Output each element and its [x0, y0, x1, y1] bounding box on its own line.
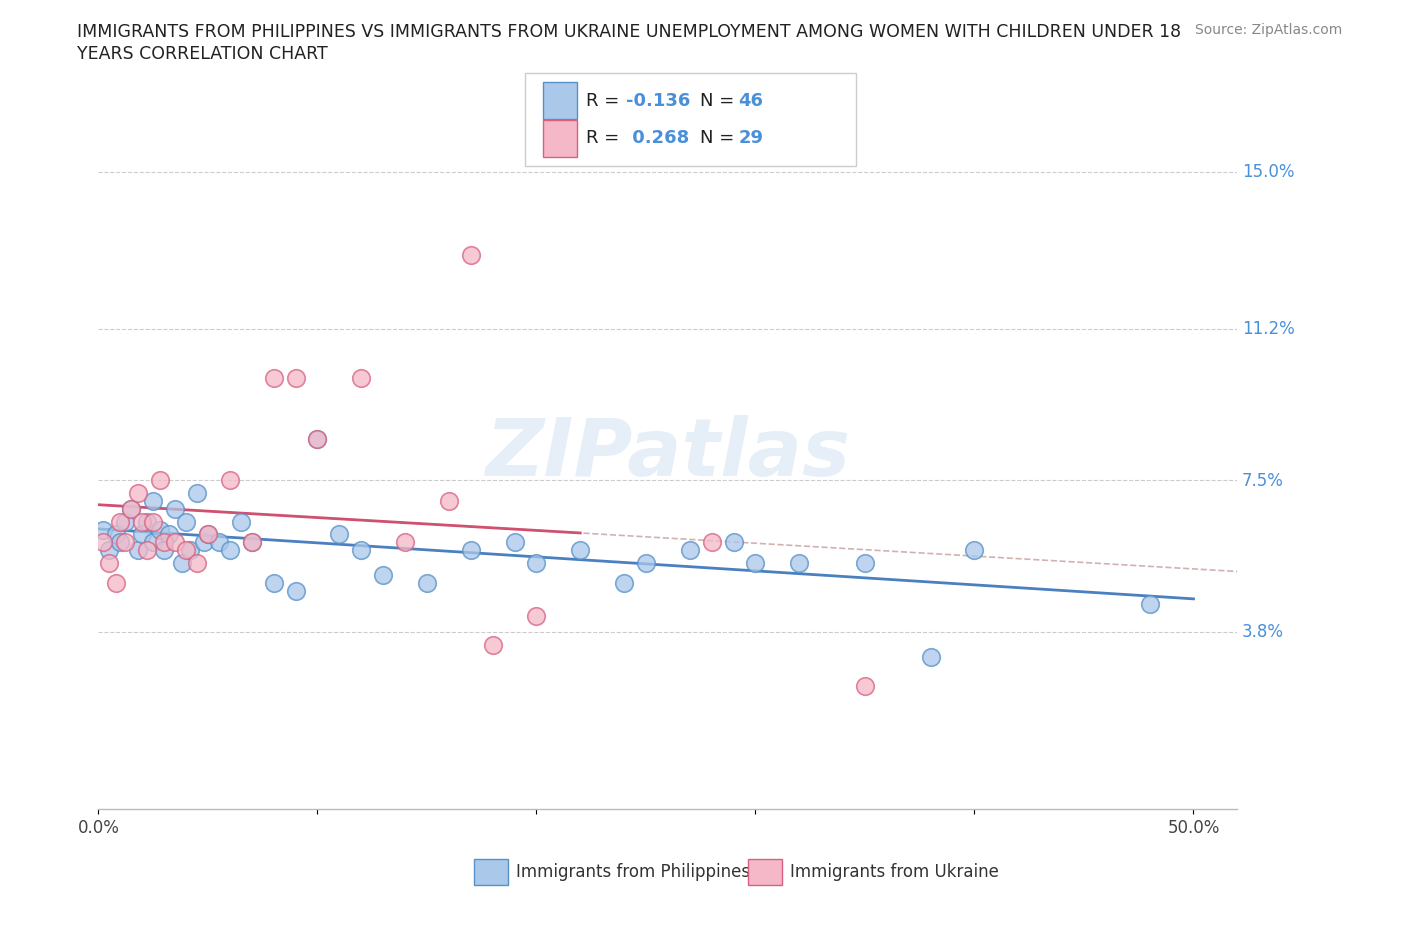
Text: R =: R =: [586, 129, 624, 147]
Point: [153, 543, 176, 558]
Point: [218, 473, 240, 488]
Text: IMMIGRANTS FROM PHILIPPINES VS IMMIGRANTS FROM UKRAINE UNEMPLOYMENT AMONG WOMEN : IMMIGRANTS FROM PHILIPPINES VS IMMIGRANT…: [77, 23, 1181, 41]
Point: [135, 543, 157, 558]
Point: [723, 535, 745, 550]
Point: [963, 543, 986, 558]
Point: [460, 247, 482, 262]
Point: [229, 514, 252, 529]
Point: [307, 432, 329, 446]
Point: [284, 370, 307, 385]
Text: ZIPatlas: ZIPatlas: [485, 415, 851, 493]
Point: [98, 543, 121, 558]
Point: [91, 535, 114, 550]
Text: Immigrants from Philippines: Immigrants from Philippines: [516, 863, 751, 881]
Text: Source: ZipAtlas.com: Source: ZipAtlas.com: [1195, 23, 1343, 37]
Text: 3.8%: 3.8%: [1241, 623, 1284, 642]
Point: [174, 543, 197, 558]
Text: 11.2%: 11.2%: [1241, 320, 1295, 338]
Point: [460, 543, 482, 558]
Text: 15.0%: 15.0%: [1241, 164, 1294, 181]
Point: [104, 526, 127, 541]
Point: [98, 555, 121, 570]
Point: [110, 535, 132, 550]
Point: [503, 535, 526, 550]
Point: [165, 502, 187, 517]
Point: [394, 535, 416, 550]
Point: [284, 584, 307, 599]
FancyBboxPatch shape: [474, 859, 509, 885]
Point: [240, 535, 263, 550]
Point: [114, 514, 136, 529]
Point: [120, 502, 142, 517]
Point: [437, 494, 460, 509]
Text: 0.268: 0.268: [626, 129, 689, 147]
Point: [127, 543, 149, 558]
Point: [179, 543, 201, 558]
Point: [149, 523, 172, 538]
Point: [197, 526, 219, 541]
FancyBboxPatch shape: [543, 120, 576, 157]
Point: [104, 576, 127, 591]
Point: [263, 576, 285, 591]
Point: [131, 514, 153, 529]
Point: [350, 370, 373, 385]
Point: [634, 555, 657, 570]
Text: -0.136: -0.136: [626, 92, 690, 110]
Point: [131, 526, 153, 541]
FancyBboxPatch shape: [543, 83, 576, 119]
Point: [91, 523, 114, 538]
Text: R =: R =: [586, 92, 624, 110]
Point: [120, 502, 142, 517]
Text: N =: N =: [700, 129, 740, 147]
Point: [114, 535, 136, 550]
Point: [416, 576, 439, 591]
Point: [1139, 596, 1161, 611]
Point: [127, 485, 149, 500]
Point: [142, 494, 165, 509]
Point: [350, 543, 373, 558]
Point: [700, 535, 723, 550]
Point: [569, 543, 592, 558]
Point: [853, 555, 876, 570]
Point: [142, 535, 165, 550]
Point: [853, 679, 876, 694]
Point: [787, 555, 810, 570]
Point: [186, 485, 208, 500]
Point: [307, 432, 329, 446]
FancyBboxPatch shape: [526, 73, 856, 166]
Point: [371, 567, 394, 582]
Point: [157, 526, 180, 541]
Point: [744, 555, 766, 570]
Point: [920, 650, 942, 665]
Point: [263, 370, 285, 385]
Point: [526, 555, 548, 570]
Point: [174, 514, 197, 529]
FancyBboxPatch shape: [748, 859, 782, 885]
Point: [526, 608, 548, 623]
Text: 46: 46: [738, 92, 763, 110]
Point: [208, 535, 231, 550]
Point: [197, 526, 219, 541]
Point: [193, 535, 215, 550]
Point: [165, 535, 187, 550]
Point: [110, 514, 132, 529]
Point: [153, 535, 176, 550]
Point: [328, 526, 350, 541]
Point: [149, 473, 172, 488]
Point: [679, 543, 702, 558]
Text: N =: N =: [700, 92, 740, 110]
Text: 29: 29: [738, 129, 763, 147]
Point: [170, 555, 193, 570]
Point: [613, 576, 636, 591]
Point: [186, 555, 208, 570]
Point: [218, 543, 240, 558]
Text: Immigrants from Ukraine: Immigrants from Ukraine: [790, 863, 998, 881]
Point: [240, 535, 263, 550]
Text: YEARS CORRELATION CHART: YEARS CORRELATION CHART: [77, 45, 328, 62]
Point: [135, 514, 157, 529]
Text: 7.5%: 7.5%: [1241, 472, 1284, 489]
Point: [481, 637, 503, 652]
Point: [142, 514, 165, 529]
